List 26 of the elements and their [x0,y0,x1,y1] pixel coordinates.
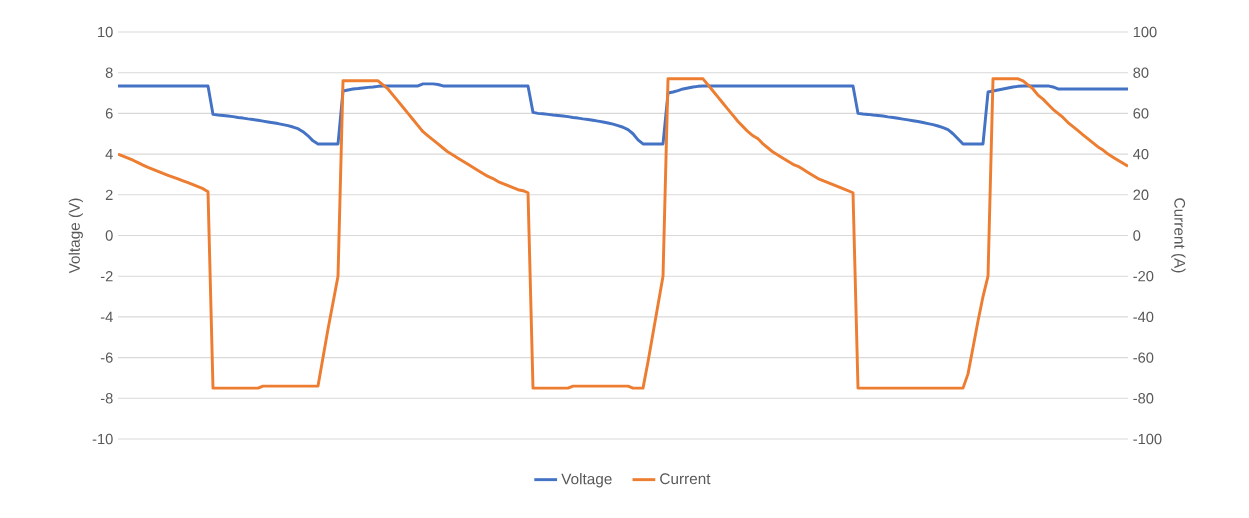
y-tick-label: 8 [105,67,113,78]
y-tick-label: 10 [98,26,113,38]
y-tick-label: -2 [100,271,113,282]
y-tick-label: -4 [100,311,113,322]
y-tick-label: 0 [105,230,113,241]
y2-tick-label: 100 [1133,26,1157,38]
y2-tick-label: -100 [1133,433,1162,445]
y2-tick-label: 80 [1133,67,1149,78]
legend-label: Voltage [561,473,612,488]
y2-tick-label: -40 [1133,311,1154,323]
y-tick-label: -6 [100,352,113,363]
y2-tick-label: 40 [1133,148,1149,160]
y2-tick-label: -80 [1133,393,1154,404]
y2-tick-label: 0 [1133,230,1141,241]
y-axis-title: Voltage (V) [68,198,83,274]
y2-axis-title: Current (A) [1171,198,1186,273]
y-tick-label: 4 [105,149,113,160]
y2-tick-label: 60 [1133,108,1149,119]
y-tick-label: 2 [105,189,113,200]
y-tick-label: 6 [105,108,113,119]
y2-tick-label: 20 [1133,189,1149,200]
y2-tick-label: -20 [1133,271,1154,282]
legend-label: Current [660,473,711,485]
y2-tick-label: -60 [1133,352,1154,363]
y-tick-label: -10 [92,433,113,445]
y-tick-label: -8 [100,393,113,404]
